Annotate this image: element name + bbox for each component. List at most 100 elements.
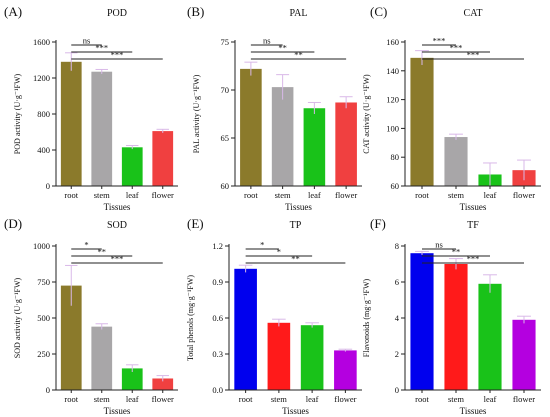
panel-tp-x-tick-label-flower: flower	[334, 394, 356, 404]
panel-tf-x-tick-label-root: root	[415, 394, 429, 404]
panel-tf-y-tick-label: 2	[395, 349, 399, 359]
panel-sod-y-tick-label: 1000	[33, 241, 50, 251]
panel-tp-bar-flower	[334, 350, 357, 390]
panel-tf-bar-root	[410, 253, 434, 390]
panel-pod-x-tick-label-leaf: leaf	[126, 190, 139, 200]
panel-cat-x-tick-label-stem: stem	[448, 190, 464, 200]
panel-pal-y-tick-label: 65	[221, 133, 230, 143]
panel-pal-label: (B)	[187, 4, 204, 19]
panel-sod-y-tick-label: 0	[46, 385, 50, 395]
panel-tp-title: TP	[290, 220, 302, 231]
panel-tp-x-tick-label-leaf: leaf	[306, 394, 319, 404]
panel-tf-bar-leaf	[478, 283, 502, 390]
panel-tp-y-tick-label: 0.6	[212, 313, 223, 323]
panel-pal-title: PAL	[290, 8, 308, 19]
panel-tf-y-tick-label: 8	[395, 241, 399, 251]
panel-pal-bar-leaf	[303, 108, 326, 186]
panel-sod-bar-leaf	[121, 368, 143, 390]
panel-sod-y-tick-label: 500	[37, 313, 50, 323]
panel-sod-bar-flower	[152, 378, 174, 390]
panel-pal-x-axis-label: Tissues	[285, 202, 312, 212]
panel-tp-bar-root	[234, 268, 257, 390]
panel-pod-significance-label: ***	[111, 50, 124, 60]
panel-tp-x-tick-label-stem: stem	[271, 394, 287, 404]
panel-cat-y-tick-label: 140	[386, 66, 399, 76]
panel-cat-y-tick-label: 80	[391, 152, 400, 162]
panel-pal-bar-flower	[335, 102, 357, 186]
panel-pal-x-tick-label-leaf: leaf	[308, 190, 321, 200]
panel-pod-bar-flower	[152, 131, 174, 186]
panel-cat-label: (C)	[370, 4, 387, 19]
panel-sod-label: (D)	[4, 216, 22, 231]
panel-cat-x-tick-label-leaf: leaf	[484, 190, 497, 200]
panel-sod-bar-stem	[91, 326, 113, 390]
panel-pal-x-tick-label-stem: stem	[275, 190, 291, 200]
panel-tp-significance-label: **	[291, 254, 300, 264]
panel-pod-x-tick-label-flower: flower	[152, 190, 174, 200]
panel-pal-y-tick-label: 75	[221, 37, 230, 47]
panel-sod-x-tick-label-root: root	[64, 394, 78, 404]
panel-tf-x-tick-label-leaf: leaf	[484, 394, 497, 404]
panel-tp-significance-label: *	[260, 240, 264, 250]
panel-pal-significance-label: **	[278, 43, 287, 53]
panel-tp-x-tick-label-root: root	[239, 394, 253, 404]
panel-cat-x-tick-label-root: root	[415, 190, 429, 200]
panel-tf-x-tick-label-stem: stem	[448, 394, 464, 404]
panel-tf-significance-label: **	[452, 247, 461, 257]
panel-tp-y-tick-label: 1.2	[212, 241, 223, 251]
panel-pal-y-tick-label: 70	[221, 85, 230, 95]
panel-tp-label: (E)	[187, 216, 204, 231]
panel-pod-x-axis-label: Tissues	[104, 202, 131, 212]
panel-pal-significance-label: **	[294, 50, 303, 60]
panel-tf-y-tick-label: 4	[395, 313, 400, 323]
panel-pod-x-tick-label-root: root	[64, 190, 78, 200]
panel-pal-x-tick-label-root: root	[244, 190, 258, 200]
panel-tf-bar-stem	[444, 264, 468, 390]
panel-pal-x-tick-label-flower: flower	[335, 190, 357, 200]
panel-cat-bar-root	[410, 57, 434, 187]
panel-cat-y-tick-label: 60	[391, 181, 400, 191]
panel-tf-significance-label: ***	[467, 254, 480, 264]
panel-tp-y-tick-label: 0.0	[212, 385, 223, 395]
panel-pod-bar-stem	[91, 71, 113, 186]
panel-sod-significance-label: **	[98, 247, 107, 257]
panel-tp-x-axis-label: Tissues	[282, 406, 309, 416]
panel-tf-y-tick-label: 0	[395, 385, 399, 395]
panel-tf-significance-label: ns	[435, 240, 443, 250]
panel-cat-y-axis-label: CAT activity (U·g⁻¹FW)	[362, 74, 371, 154]
panel-tp-y-tick-label: 0.3	[212, 349, 223, 359]
panel-pod-x-tick-label-stem: stem	[94, 190, 110, 200]
panel-tp-bar-leaf	[300, 325, 324, 390]
panel-tf-y-tick-label: 6	[395, 277, 399, 287]
panel-pal-significance-label: ns	[263, 36, 271, 46]
panel-cat-significance-label: ***	[467, 50, 480, 60]
panel-pal-y-tick-label: 60	[221, 181, 230, 191]
panel-sod-x-tick-label-leaf: leaf	[126, 394, 139, 404]
panel-sod-x-axis-label: Tissues	[104, 406, 131, 416]
panel-pod-bar-root	[60, 61, 82, 186]
panel-tf-bar-flower	[512, 319, 536, 390]
panel-tp-significance-label: *	[277, 247, 281, 257]
panel-cat-y-tick-label: 100	[386, 123, 399, 133]
panel-tp-y-axis-label: Total phenols (mg·g⁻¹FW)	[186, 275, 195, 361]
panel-tf-y-axis-label: Flavonoids (mg·g⁻¹FW)	[362, 278, 371, 357]
panel-sod-title: SOD	[107, 220, 127, 231]
panel-pod-significance-label: ns	[83, 36, 91, 46]
panel-tf-label: (F)	[370, 216, 386, 231]
panel-pod-title: POD	[107, 8, 127, 19]
panel-sod-x-tick-label-stem: stem	[94, 394, 110, 404]
panel-sod-x-tick-label-flower: flower	[152, 394, 174, 404]
panel-tf-x-axis-label: Tissues	[460, 406, 487, 416]
panel-sod-significance-label: ***	[111, 254, 124, 264]
panel-cat-y-tick-label: 120	[386, 95, 399, 105]
panel-pod-y-tick-label: 400	[37, 145, 50, 155]
panel-tf-title: TF	[467, 220, 479, 231]
panel-cat-x-axis-label: Tissues	[460, 202, 487, 212]
panel-tf-x-tick-label-flower: flower	[513, 394, 535, 404]
panel-cat-y-tick-label: 160	[386, 37, 399, 47]
panel-pod-y-axis-label: POD activity (U·g⁻¹FW)	[13, 73, 22, 154]
panel-sod-significance-label: *	[84, 240, 88, 250]
panel-pod-bar-leaf	[121, 147, 143, 186]
panel-pod-significance-label: ***	[95, 43, 108, 53]
